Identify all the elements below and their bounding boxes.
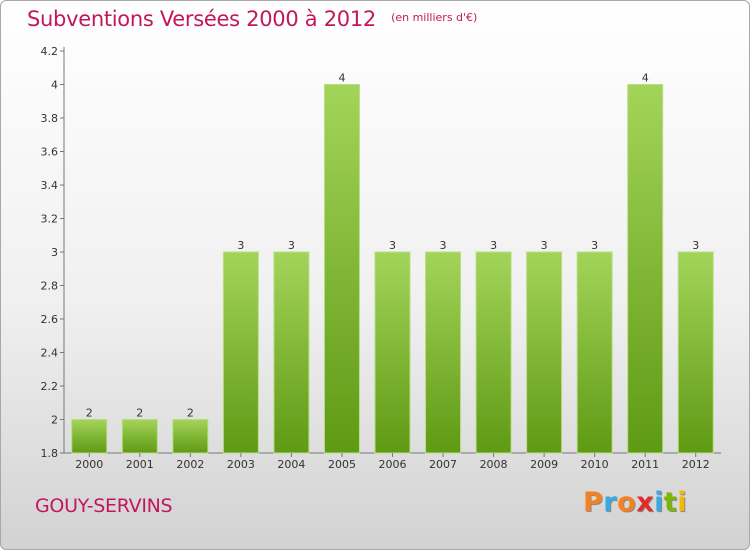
y-tick-label: 4.2 <box>41 45 59 58</box>
bar <box>374 251 411 454</box>
y-tick-label: 3 <box>51 246 58 259</box>
y-tick-label: 2.2 <box>41 380 59 393</box>
x-tick-label: 2003 <box>227 458 255 471</box>
brand-logo-letter: P <box>583 487 604 518</box>
bar-value-label: 3 <box>389 239 396 252</box>
y-tick-label: 3.2 <box>41 213 59 226</box>
bar-value-label: 4 <box>338 72 345 85</box>
bar <box>627 84 664 454</box>
x-tick-label: 2011 <box>631 458 659 471</box>
chart-title: Subventions Versées 2000 à 2012 <box>27 7 376 31</box>
bar <box>526 251 563 454</box>
x-tick-label: 2001 <box>126 458 154 471</box>
brand-logo-letter: i <box>677 487 688 518</box>
x-tick-label: 2004 <box>277 458 305 471</box>
bar <box>677 251 714 454</box>
brand-logo: Proxiti <box>583 487 687 518</box>
bar-value-label: 3 <box>237 239 244 252</box>
brand-logo-letter: x <box>636 487 655 518</box>
y-tick-label: 2.8 <box>41 280 59 293</box>
x-tick-label: 2009 <box>530 458 558 471</box>
brand-logo-letter: r <box>603 487 618 518</box>
brand-logo-letter: i <box>654 487 664 518</box>
brand-logo-letter: o <box>617 487 637 518</box>
title-row: Subventions Versées 2000 à 2012 (en mill… <box>27 7 477 31</box>
x-tick-label: 2000 <box>75 458 103 471</box>
y-tick-label: 2.4 <box>41 347 59 360</box>
x-tick-label: 2008 <box>480 458 508 471</box>
bar <box>323 84 360 454</box>
bar-value-label: 2 <box>86 407 93 420</box>
chart-subtitle: (en milliers d'€) <box>391 11 478 24</box>
bar-value-label: 3 <box>541 239 548 252</box>
x-tick-label: 2010 <box>581 458 609 471</box>
y-tick-label: 1.8 <box>41 447 59 460</box>
brand-logo-letter: t <box>663 487 678 518</box>
bar-value-label: 2 <box>136 407 143 420</box>
y-tick-label: 3.6 <box>41 146 59 159</box>
bar <box>222 251 259 454</box>
bar <box>475 251 512 454</box>
x-tick-label: 2006 <box>379 458 407 471</box>
bar <box>71 419 108 454</box>
bar-value-label: 4 <box>642 72 649 85</box>
commune-name: GOUY-SERVINS <box>35 495 173 517</box>
x-tick-label: 2012 <box>682 458 710 471</box>
x-tick-label: 2005 <box>328 458 356 471</box>
bar <box>576 251 613 454</box>
bar <box>121 419 158 454</box>
x-tick-label: 2002 <box>176 458 204 471</box>
y-tick-label: 3.4 <box>41 179 59 192</box>
bar <box>425 251 462 454</box>
y-tick-label: 2 <box>51 414 58 427</box>
bar-value-label: 3 <box>440 239 447 252</box>
bar <box>273 251 310 454</box>
bar-value-label: 2 <box>187 407 194 420</box>
bar-value-label: 3 <box>490 239 497 252</box>
bar-value-label: 3 <box>591 239 598 252</box>
y-tick-label: 4 <box>51 79 58 92</box>
bar <box>172 419 209 454</box>
y-tick-label: 2.6 <box>41 313 59 326</box>
x-tick-label: 2007 <box>429 458 457 471</box>
bar-value-label: 3 <box>288 239 295 252</box>
y-tick-label: 3.8 <box>41 112 59 125</box>
bar-value-label: 3 <box>692 239 699 252</box>
